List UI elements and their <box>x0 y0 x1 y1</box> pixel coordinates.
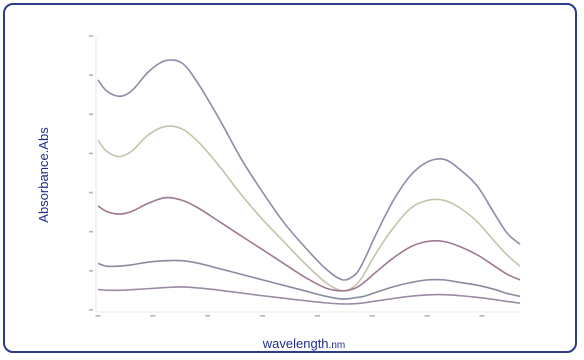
x-tick <box>205 315 211 317</box>
x-tick <box>150 315 156 317</box>
x-tick <box>479 315 485 317</box>
series-line-2 <box>97 125 521 292</box>
series-line-4 <box>97 259 521 300</box>
y-tick <box>89 230 93 233</box>
chart-frame <box>3 3 577 353</box>
chart-ticks <box>89 35 485 317</box>
x-tick <box>424 315 430 317</box>
x-axis-label-unit: .nm <box>329 340 346 351</box>
series-line-1 <box>97 59 521 281</box>
x-tick <box>260 315 266 317</box>
y-tick <box>89 113 93 116</box>
y-tick <box>89 191 93 194</box>
y-tick <box>89 74 93 76</box>
y-tick <box>89 270 93 272</box>
chart-axes <box>95 36 520 313</box>
series-line-3 <box>97 196 521 292</box>
x-axis-label: wavelength.nm <box>262 336 345 351</box>
y-axis-label: Absorbance.Abs <box>36 127 51 223</box>
x-axis-label-main: wavelength <box>262 336 329 351</box>
x-tick <box>95 315 101 317</box>
x-tick <box>314 315 320 317</box>
y-tick <box>89 309 93 311</box>
y-tick <box>89 35 93 37</box>
y-tick <box>89 152 93 155</box>
series-line-5 <box>97 286 521 305</box>
x-tick <box>369 315 375 317</box>
chart-series-lines <box>97 59 521 305</box>
